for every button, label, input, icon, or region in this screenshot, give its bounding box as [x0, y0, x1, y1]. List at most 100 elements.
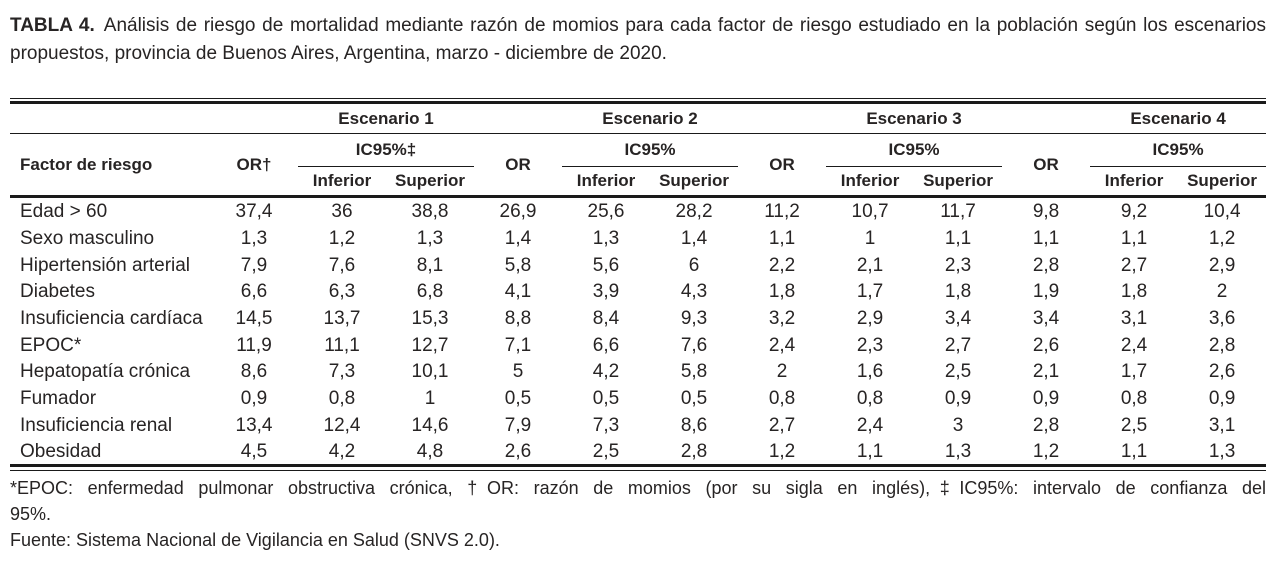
- header-spacer: [738, 102, 827, 134]
- value-cell: 7,9: [504, 414, 532, 436]
- value-cell: 28,2: [675, 200, 713, 222]
- value-cell: 2,7: [1120, 254, 1148, 276]
- row-label: Insuficiencia cardíaca: [20, 307, 203, 329]
- value-cell: 9,2: [1120, 200, 1148, 222]
- value-cell: 1,8: [944, 281, 972, 303]
- caption-text-line-1: Análisis de riesgo de mortalidad mediant…: [103, 15, 1266, 36]
- value-cell: 37,4: [235, 200, 273, 222]
- value-cell: 2: [1216, 281, 1228, 303]
- value-cell: 1,4: [504, 227, 532, 249]
- value-cell: 6,6: [592, 334, 620, 356]
- value-cell: 9,3: [680, 307, 708, 329]
- row-label: Hepatopatía crónica: [20, 361, 191, 383]
- value-cell: 7,1: [504, 334, 532, 356]
- value-cell: 3,4: [1032, 307, 1060, 329]
- value-cell: 4,5: [240, 440, 268, 462]
- value-cell: 12,7: [411, 334, 449, 356]
- value-cell: 3,9: [592, 281, 620, 303]
- value-cell: 1: [424, 387, 436, 409]
- value-cell: 0,8: [768, 387, 796, 409]
- header-spacer: [474, 102, 563, 134]
- value-cell: 5: [512, 361, 524, 383]
- value-cell: 2,7: [944, 334, 972, 356]
- value-cell: 8,1: [416, 254, 444, 276]
- value-cell: 4,2: [328, 440, 356, 462]
- inferior-header-4: Inferior: [1090, 166, 1179, 198]
- value-cell: 9,8: [1032, 200, 1060, 222]
- table-header: Escenario 1 Escenario 2 Escenario 3 Esce…: [10, 102, 1267, 198]
- value-cell: 1: [864, 227, 876, 249]
- value-cell: 25,6: [587, 200, 625, 222]
- value-cell: 5,6: [592, 254, 620, 276]
- value-cell: 0,5: [504, 387, 532, 409]
- scenario-header-row: Escenario 1 Escenario 2 Escenario 3 Esce…: [10, 102, 1267, 134]
- value-cell: 2,1: [856, 254, 884, 276]
- bounds-header-row: Inferior Superior Inferior Superior Infe…: [10, 166, 1267, 198]
- value-cell: 0,9: [1032, 387, 1060, 409]
- table-row: Edad > 60 37,4 36 38,8 26,9 25,6 28,2 11…: [10, 197, 1266, 226]
- value-cell: 6: [688, 254, 700, 276]
- header-spacer: [10, 102, 298, 134]
- value-cell: 1,1: [856, 440, 884, 462]
- value-cell: 2,8: [1032, 414, 1060, 436]
- value-cell: 4,3: [680, 281, 708, 303]
- superior-header-1: Superior: [386, 166, 475, 198]
- value-cell: 4,1: [504, 281, 532, 303]
- paper-page: TABLA 4. Análisis de riesgo de mortalidad…: [10, 12, 1267, 553]
- value-cell: 2,1: [1032, 361, 1060, 383]
- table-row: Hepatopatía crónica 8,6 7,3 10,1 5 4,2 5…: [10, 359, 1266, 386]
- table-number-label: TABLA 4.: [10, 15, 95, 36]
- risk-table-container: Escenario 1 Escenario 2 Escenario 3 Esce…: [10, 98, 1267, 472]
- value-cell: 2,5: [592, 440, 620, 462]
- scenario-1-header: Escenario 1: [298, 102, 475, 134]
- table-row: Insuficiencia renal 13,4 12,4 14,6 7,9 7…: [10, 412, 1266, 439]
- value-cell: 0,9: [240, 387, 268, 409]
- table-caption: TABLA 4. Análisis de riesgo de mortalidad…: [10, 12, 1266, 68]
- value-cell: 0,8: [328, 387, 356, 409]
- value-cell: 2,9: [856, 307, 884, 329]
- inferior-header-3: Inferior: [826, 166, 915, 198]
- value-cell: 6,6: [240, 281, 268, 303]
- value-cell: 8,4: [592, 307, 620, 329]
- value-cell: 10,7: [851, 200, 889, 222]
- or-header-1: OR†: [210, 133, 298, 198]
- table-footnotes: *EPOC: enfermedad pulmonar obstructiva c…: [10, 475, 1266, 553]
- value-cell: 1,7: [1120, 361, 1148, 383]
- value-cell: 1,9: [1032, 281, 1060, 303]
- table-body: Edad > 60 37,4 36 38,8 26,9 25,6 28,2 11…: [10, 197, 1266, 466]
- value-cell: 0,8: [1120, 387, 1148, 409]
- value-cell: 14,6: [411, 414, 449, 436]
- row-label: Hipertensión arterial: [20, 254, 191, 276]
- value-cell: 2: [776, 361, 788, 383]
- value-cell: 4,2: [592, 361, 620, 383]
- value-cell: 1,3: [416, 227, 444, 249]
- row-label: Edad > 60: [20, 200, 108, 222]
- value-cell: 1,3: [944, 440, 972, 462]
- value-cell: 13,7: [323, 307, 361, 329]
- value-cell: 2,5: [944, 361, 972, 383]
- value-cell: 2,5: [1120, 414, 1148, 436]
- superior-header-2: Superior: [650, 166, 739, 198]
- value-cell: 7,9: [240, 254, 268, 276]
- value-cell: 3,1: [1208, 414, 1236, 436]
- row-label: Obesidad: [20, 440, 102, 462]
- value-cell: 2,2: [768, 254, 796, 276]
- footnote-abbreviations-line-1: *EPOC: enfermedad pulmonar obstructiva c…: [10, 478, 1266, 499]
- value-cell: 1,4: [680, 227, 708, 249]
- header-spacer: [1002, 102, 1091, 134]
- value-cell: 5,8: [680, 361, 708, 383]
- value-cell: 0,5: [592, 387, 620, 409]
- inferior-header-1: Inferior: [298, 166, 386, 198]
- value-cell: 3,4: [944, 307, 972, 329]
- value-cell: 1,2: [1032, 440, 1060, 462]
- value-cell: 1,8: [1120, 281, 1148, 303]
- value-cell: 0,5: [680, 387, 708, 409]
- value-cell: 10,4: [1203, 200, 1241, 222]
- value-cell: 2,8: [1208, 334, 1236, 356]
- value-cell: 3,6: [1208, 307, 1236, 329]
- or-header-4: OR: [1002, 133, 1091, 198]
- value-cell: 0,8: [856, 387, 884, 409]
- value-cell: 3: [952, 414, 964, 436]
- value-cell: 11,7: [940, 200, 976, 222]
- scenario-2-header: Escenario 2: [562, 102, 739, 134]
